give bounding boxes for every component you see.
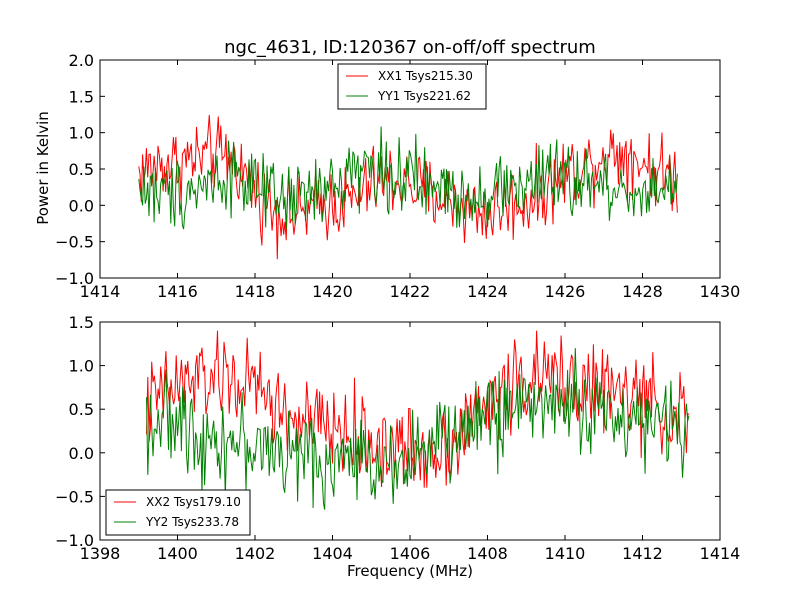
y-tick-label: 1.0 <box>69 124 94 143</box>
y-tick-label: −1.0 <box>55 269 94 288</box>
x-tick-label: 1420 <box>312 282 353 301</box>
top-spectrum-panel: 1414 1416 1418 1420 1422 1424 1426 1428 1430 −1.0… <box>55 51 740 301</box>
y-tick-label: 1.5 <box>69 87 94 106</box>
x-tick-label: 1408 <box>467 544 508 563</box>
series-line-yy2 <box>146 348 690 510</box>
y-tick-label: 0.5 <box>69 400 94 419</box>
y-tick-label: 1.0 <box>69 357 94 376</box>
legend-label: YY1 Tsys221.62 <box>377 89 471 103</box>
legend-label: XX2 Tsys179.10 <box>146 495 241 509</box>
y-tick-label: 0.0 <box>69 444 94 463</box>
y-tick-label: 2.0 <box>69 51 94 70</box>
legend-label: YY2 Tsys233.78 <box>145 515 239 529</box>
x-tick-label: 1412 <box>622 544 663 563</box>
x-tick-label: 1416 <box>157 282 198 301</box>
y-tick-label: 0.5 <box>69 160 94 179</box>
x-tick-label: 1424 <box>467 282 508 301</box>
legend-box <box>105 489 251 536</box>
x-tick-label: 1414 <box>80 282 121 301</box>
x-tick-label: 1428 <box>622 282 663 301</box>
x-tick-label: 1414 <box>700 544 741 563</box>
y-tick-label: −0.5 <box>55 487 94 506</box>
y-tick-label: −0.5 <box>55 233 94 252</box>
x-tick-label: 1398 <box>80 544 121 563</box>
legend-box <box>337 63 487 110</box>
legend-label: XX1 Tsys215.30 <box>378 69 473 83</box>
x-tick-label: 1404 <box>312 544 353 563</box>
y-tick-label: −1.0 <box>55 531 94 550</box>
y-axis-label: Power in Kelvin <box>34 111 52 225</box>
x-tick-label: 1410 <box>545 544 586 563</box>
x-tick-label: 1426 <box>545 282 586 301</box>
x-tick-label: 1422 <box>390 282 431 301</box>
series-line-yy1 <box>138 126 678 230</box>
x-tick-label: 1402 <box>235 544 276 563</box>
x-tick-label: 1430 <box>700 282 741 301</box>
x-tick-label: 1400 <box>157 544 198 563</box>
x-tick-label: 1406 <box>390 544 431 563</box>
x-tick-label: 1418 <box>235 282 276 301</box>
figure-title: ngc_4631, ID:120367 on-off/off spectrum <box>224 37 596 58</box>
y-tick-label: 1.5 <box>69 313 94 332</box>
series-line-xx2 <box>146 330 690 488</box>
x-axis-label: Frequency (MHz) <box>347 562 473 580</box>
y-tick-label: 0.0 <box>69 196 94 215</box>
bottom-spectrum-panel: 1398 1400 1402 1404 1406 1408 1410 1412 1414 −1.0… <box>55 313 740 563</box>
